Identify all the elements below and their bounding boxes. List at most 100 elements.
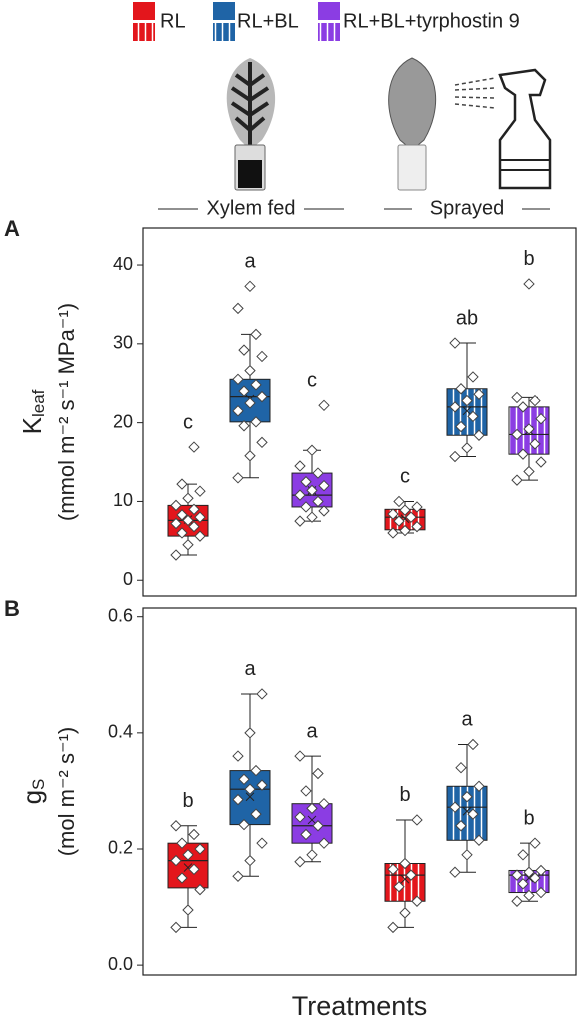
data-point	[393, 515, 405, 527]
data-point	[188, 520, 200, 533]
data-point	[300, 501, 312, 513]
data-point	[300, 476, 312, 488]
data-point	[256, 779, 268, 791]
data-point	[312, 467, 324, 479]
significance-letter: b	[399, 784, 410, 806]
data-point	[523, 423, 535, 435]
data-point	[473, 429, 485, 441]
y-tick-label: 40	[113, 254, 133, 274]
data-point	[511, 428, 523, 441]
data-point	[194, 883, 206, 896]
data-point	[449, 337, 461, 349]
data-point	[244, 450, 256, 462]
data-point	[455, 820, 467, 832]
data-point	[535, 886, 547, 899]
data-point	[449, 866, 461, 878]
legend-swatch	[133, 23, 155, 41]
significance-letter: b	[523, 248, 534, 270]
data-point	[529, 394, 541, 407]
data-point	[517, 401, 529, 413]
sprayed-illustration	[388, 57, 552, 191]
data-point	[523, 465, 535, 478]
data-point	[523, 866, 535, 878]
y-tick-label: 0	[123, 569, 133, 589]
data-point	[176, 478, 188, 490]
significance-letter: a	[461, 709, 473, 731]
data-point	[318, 505, 330, 517]
data-point	[318, 797, 330, 810]
data-point	[244, 397, 256, 409]
data-point	[306, 444, 318, 456]
data-point	[461, 849, 473, 861]
data-point	[405, 511, 417, 523]
data-point	[306, 849, 318, 861]
data-point	[306, 802, 318, 815]
data-point	[170, 517, 182, 530]
data-point	[387, 527, 399, 539]
y-axis-unit: (mol m⁻² s⁻¹)	[54, 727, 79, 857]
data-point	[473, 388, 485, 400]
data-point	[232, 373, 244, 386]
data-point	[294, 460, 306, 472]
data-point	[393, 495, 405, 508]
data-point	[250, 764, 262, 777]
data-point	[238, 385, 250, 397]
data-point	[467, 410, 479, 423]
y-tick-label: 20	[113, 411, 133, 431]
xylem-fed-illustration	[226, 58, 276, 191]
data-point	[188, 503, 200, 516]
mean-marker	[307, 815, 317, 825]
data-point	[535, 456, 547, 468]
mean-marker	[524, 873, 534, 883]
data-point	[449, 801, 461, 813]
data-point	[170, 820, 182, 832]
data-point	[244, 783, 256, 795]
data-point	[467, 738, 479, 751]
data-point	[399, 524, 411, 537]
data-point	[517, 878, 529, 890]
significance-letter: c	[307, 370, 317, 392]
data-point	[176, 872, 188, 884]
data-point	[411, 520, 423, 533]
data-point	[250, 379, 262, 391]
data-point	[461, 394, 473, 407]
data-point	[455, 383, 467, 395]
data-point	[461, 442, 473, 454]
data-point	[232, 472, 244, 484]
significance-letter: b	[523, 807, 534, 829]
data-point	[535, 412, 547, 425]
y-tick-label: 0.4	[108, 722, 133, 742]
data-point	[170, 549, 182, 561]
data-point	[300, 828, 312, 841]
data-point	[399, 907, 411, 919]
data-point	[523, 278, 535, 290]
legend-swatch	[133, 2, 155, 20]
data-point	[256, 436, 268, 449]
data-point	[182, 492, 194, 504]
data-point	[294, 811, 306, 823]
data-point	[194, 843, 206, 855]
data-point	[467, 371, 479, 383]
data-point	[467, 808, 479, 820]
plot-frame	[142, 227, 577, 597]
data-point	[411, 895, 423, 907]
y-axis-unit: (mmol m⁻² s⁻¹ MPa⁻¹)	[54, 303, 79, 521]
legend-label: RL	[160, 10, 186, 32]
data-point	[170, 854, 182, 867]
data-point	[232, 302, 244, 315]
data-point	[188, 828, 200, 841]
data-point	[244, 854, 256, 867]
legend-swatch	[318, 2, 340, 20]
data-point	[250, 416, 262, 428]
data-point	[411, 814, 423, 826]
data-point	[182, 514, 194, 527]
panel-label: B	[4, 596, 20, 621]
method-label: Xylem fed	[207, 197, 296, 219]
data-point	[461, 791, 473, 803]
data-point	[176, 509, 188, 521]
significance-letter: a	[244, 658, 256, 680]
x-axis-label: Treatments	[292, 991, 428, 1021]
data-point	[473, 780, 485, 792]
data-point	[411, 501, 423, 513]
